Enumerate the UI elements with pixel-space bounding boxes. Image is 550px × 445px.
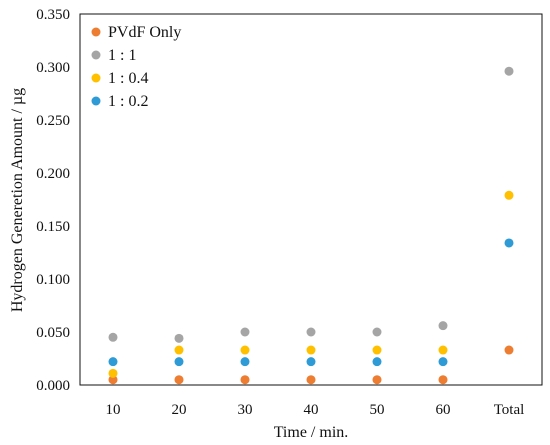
y-tick-label: 0.050 xyxy=(36,325,70,341)
data-point xyxy=(504,190,514,200)
legend-label: 1 : 0.4 xyxy=(108,70,148,87)
data-point xyxy=(438,345,448,355)
legend-label: 1 : 1 xyxy=(108,47,136,64)
data-point xyxy=(372,345,382,355)
y-tick-label: 0.150 xyxy=(36,219,70,235)
x-tick-label: 30 xyxy=(238,402,253,418)
data-point xyxy=(108,357,118,367)
data-point xyxy=(240,357,250,367)
x-tick-label: Total xyxy=(494,402,525,418)
data-point xyxy=(240,375,250,385)
data-point xyxy=(438,321,448,331)
y-tick-label: 0.250 xyxy=(36,113,70,129)
data-point xyxy=(372,327,382,337)
x-tick-label: 20 xyxy=(172,402,187,418)
data-point xyxy=(306,345,316,355)
data-point xyxy=(372,357,382,367)
data-point xyxy=(108,375,118,385)
y-tick-label: 0.000 xyxy=(36,378,70,394)
x-tick-label: 50 xyxy=(370,402,385,418)
legend-marker xyxy=(91,96,101,106)
data-point xyxy=(240,327,250,337)
legend-label: 1 : 0.2 xyxy=(108,93,148,110)
data-point xyxy=(438,375,448,385)
legend-marker xyxy=(91,50,101,60)
data-points xyxy=(108,66,514,385)
data-point xyxy=(306,327,316,337)
data-point xyxy=(372,375,382,385)
legend: PVdF Only 1 : 1 1 : 0.4 1 : 0.2 xyxy=(91,24,181,110)
y-tick-label: 0.350 xyxy=(36,7,70,23)
x-axis-title: Time / min. xyxy=(274,424,349,441)
data-point xyxy=(504,66,514,76)
y-tick-label: 0.100 xyxy=(36,272,70,288)
y-tick-label: 0.300 xyxy=(36,60,70,76)
data-point xyxy=(108,332,118,342)
legend-marker xyxy=(91,27,101,37)
legend-label: PVdF Only xyxy=(108,24,181,41)
x-tick-label: 60 xyxy=(436,402,451,418)
data-point xyxy=(504,345,514,355)
x-tick-label: 10 xyxy=(106,402,121,418)
legend-marker xyxy=(91,73,101,83)
data-point xyxy=(174,333,184,343)
data-point xyxy=(174,345,184,355)
data-point xyxy=(306,357,316,367)
data-point xyxy=(174,357,184,367)
data-point xyxy=(306,375,316,385)
data-point xyxy=(108,368,118,378)
data-point xyxy=(174,375,184,385)
data-point xyxy=(240,345,250,355)
x-axis-ticks: 10 20 30 40 50 60 Total xyxy=(106,402,525,418)
data-point xyxy=(504,238,514,248)
x-tick-label: 40 xyxy=(304,402,319,418)
y-axis-title: Hydrogen Generetion Amount / µg xyxy=(9,88,26,312)
y-tick-label: 0.200 xyxy=(36,166,70,182)
y-axis-ticks: 0.000 0.050 0.100 0.150 0.200 0.250 0.300 0.350 xyxy=(36,7,70,394)
data-point xyxy=(438,357,448,367)
plot-frame xyxy=(79,13,543,386)
